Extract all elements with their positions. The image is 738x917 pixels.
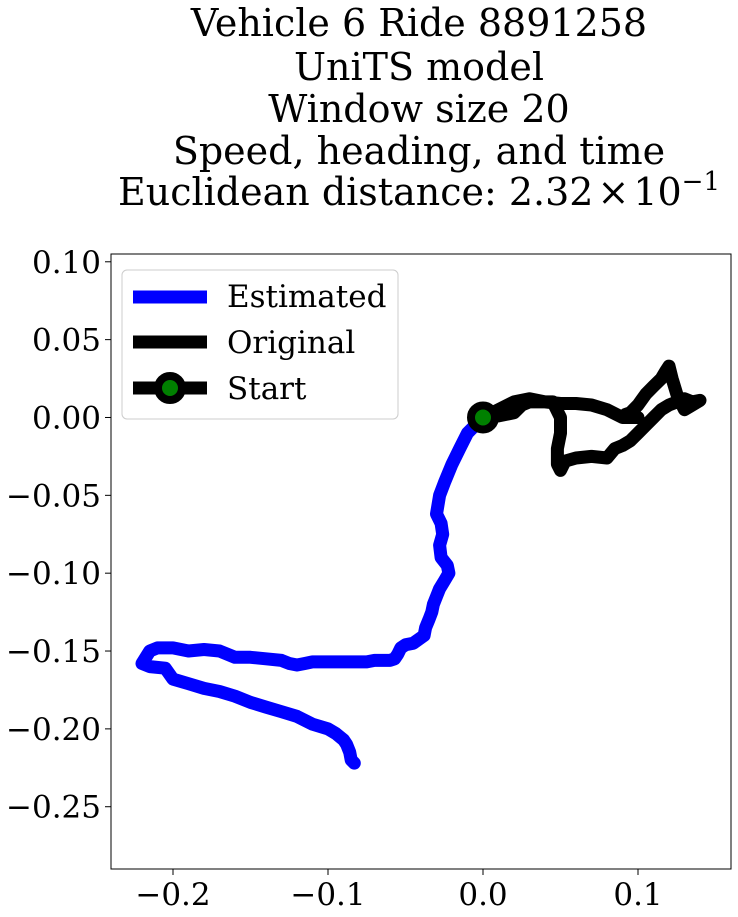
x-tick-label: 0.1 bbox=[613, 877, 662, 913]
axes-frame bbox=[110, 253, 732, 870]
y-tick-label: −0.15 bbox=[6, 634, 101, 670]
y-tick-label: −0.10 bbox=[6, 556, 101, 592]
plot-area bbox=[135, 359, 707, 770]
chart-title: Vehicle 6 Ride 8891258 UniTS model Windo… bbox=[118, 1, 720, 214]
title-metric: Euclidean distance: 2.32 × 10−1 bbox=[118, 167, 720, 214]
y-tick-label: 0.10 bbox=[32, 245, 101, 281]
title-line-4: Speed, heading, and time bbox=[173, 129, 665, 173]
legend: Estimated Original Start bbox=[121, 269, 399, 420]
legend-label-original: Original bbox=[227, 325, 355, 361]
legend-label-estimated: Estimated bbox=[227, 279, 386, 315]
x-tick-label: −0.2 bbox=[135, 877, 210, 913]
original-path bbox=[476, 359, 707, 477]
axes-layer: −0.2 −0.1 0.0 0.1 0.10 0.05 0.00 −0.05 −0.10 −0.1… bbox=[6, 245, 732, 913]
title-line-1: Vehicle 6 Ride 8891258 bbox=[190, 1, 647, 45]
title-line-2: UniTS model bbox=[294, 45, 544, 89]
x-tick-label: 0.0 bbox=[458, 877, 507, 913]
y-tick-label: −0.25 bbox=[6, 790, 101, 826]
estimated-path bbox=[135, 411, 490, 770]
plot-layer bbox=[135, 359, 707, 770]
x-tick-label: −0.1 bbox=[290, 877, 365, 913]
y-tick-label: 0.05 bbox=[32, 323, 101, 359]
title-line-3: Window size 20 bbox=[268, 87, 569, 131]
metric-times: × bbox=[597, 170, 629, 214]
y-tick-label: −0.05 bbox=[6, 478, 101, 514]
metric-exponent: −1 bbox=[682, 167, 720, 197]
metric-mantissa: 2.32 bbox=[509, 170, 594, 214]
metric-base: 10 bbox=[633, 170, 681, 214]
start-marker bbox=[467, 401, 499, 434]
y-tick-label: 0.00 bbox=[32, 400, 101, 436]
y-tick-label: −0.20 bbox=[6, 712, 101, 748]
metric-label: Euclidean distance: bbox=[118, 170, 509, 214]
legend-start-marker bbox=[154, 372, 186, 404]
legend-label-start: Start bbox=[227, 371, 307, 407]
